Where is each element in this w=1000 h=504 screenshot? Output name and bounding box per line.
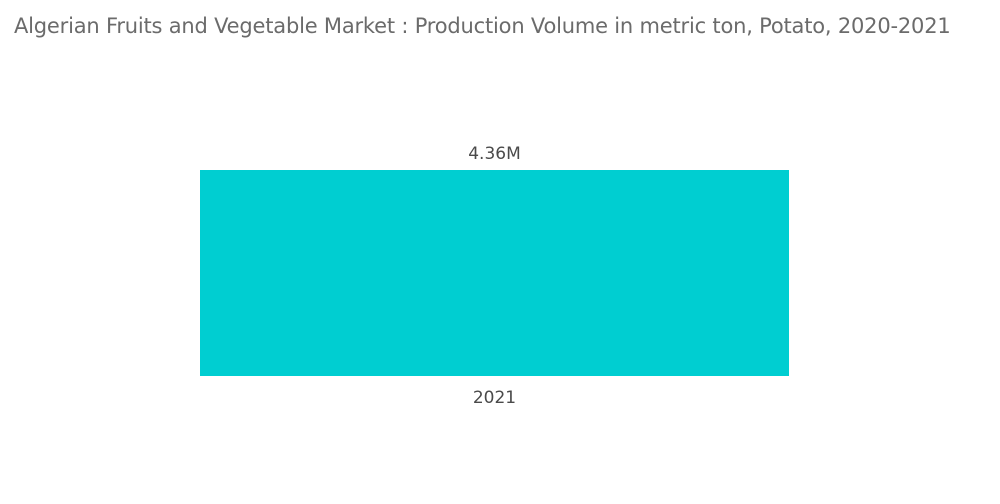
- chart-title: Algerian Fruits and Vegetable Market : P…: [14, 14, 951, 38]
- x-tick-label-2021: 2021: [473, 388, 516, 408]
- bar-2021: [200, 170, 789, 376]
- label-group: 4.36M 2021: [468, 144, 521, 408]
- data-label-2021: 4.36M: [468, 144, 521, 164]
- bar-group: [200, 170, 789, 376]
